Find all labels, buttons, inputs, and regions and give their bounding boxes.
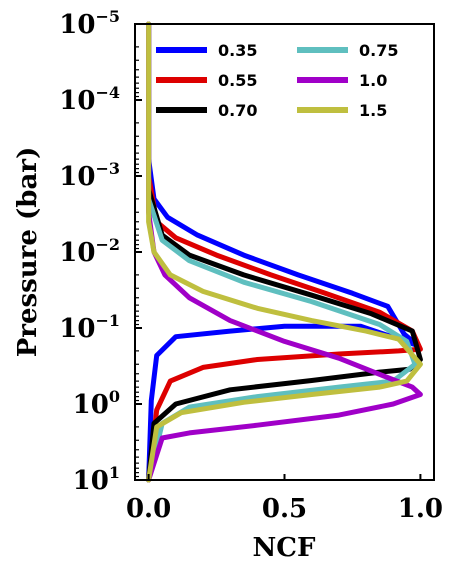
series-line-0-75	[146, 21, 418, 483]
y-tick-label: 10−4	[59, 83, 120, 116]
y-tick-base: 10	[73, 390, 109, 420]
y-tick-label: 101	[73, 463, 120, 496]
legend: 0.35 0.55 0.70 0.75 1.0 1.5	[156, 41, 398, 120]
legend-label: 1.5	[359, 101, 387, 120]
legend-label: 0.75	[359, 41, 398, 60]
y-tick-label: 10−5	[59, 7, 120, 40]
legend-label: 0.55	[218, 71, 257, 90]
x-axis-label: NCF	[253, 533, 316, 563]
y-tick-base: 10	[59, 314, 95, 344]
legend-label: 1.0	[359, 71, 387, 90]
x-tick-label: 1.0	[398, 494, 443, 524]
y-tick-label: 100	[73, 387, 120, 420]
y-tick-exponent: −3	[95, 159, 120, 178]
y-tick-exponent: 1	[109, 463, 120, 482]
y-tick-exponent: −2	[95, 235, 120, 254]
series-line-1-0	[146, 21, 423, 483]
x-tick-label: 0.5	[262, 494, 307, 524]
y-tick-label: 10−3	[59, 159, 120, 192]
y-tick-base: 10	[59, 86, 95, 116]
series-line-0-70	[146, 21, 423, 483]
y-tick-base: 10	[59, 10, 95, 40]
plot-curves	[146, 21, 423, 483]
legend-label: 0.35	[218, 41, 257, 60]
y-tick-base: 10	[59, 238, 95, 268]
y-tick-exponent: −4	[95, 83, 120, 102]
legend-label: 0.70	[218, 101, 257, 120]
y-tick-label: 10−1	[59, 311, 120, 344]
y-tick-base: 10	[59, 162, 95, 192]
y-tick-label: 10−2	[59, 235, 120, 268]
y-tick-exponent: −1	[95, 311, 120, 330]
y-tick-exponent: −5	[95, 7, 120, 26]
y-tick-base: 10	[73, 466, 109, 496]
x-axis: 0.0 0.5 1.0	[126, 474, 443, 524]
y-tick-exponent: 0	[109, 387, 120, 406]
x-tick-label: 0.0	[126, 494, 171, 524]
y-axis-label: Pressure (bar)	[13, 147, 43, 358]
series-line-1-5	[146, 21, 423, 483]
